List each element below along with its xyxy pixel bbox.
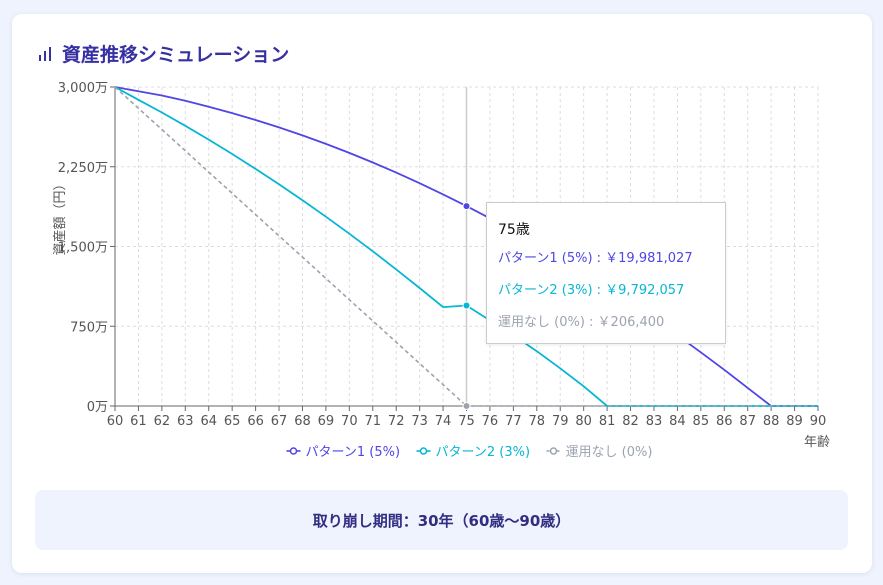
- legend-swatch-marker: [549, 447, 558, 455]
- x-tick-label: 66: [247, 414, 264, 429]
- x-tick-label: 80: [575, 414, 592, 429]
- legend-item-label: パターン1 (5%): [306, 445, 401, 460]
- x-tick-label: 79: [552, 414, 569, 429]
- withdrawal-period-summary: 取り崩し期間：30年（60歳〜90歳）: [35, 490, 848, 550]
- legend-swatch-marker: [289, 447, 298, 455]
- x-tick-label: 62: [154, 414, 171, 429]
- tooltip-title: 75歳: [498, 222, 530, 238]
- x-tick-label: 84: [669, 414, 686, 429]
- tooltip-row-pattern1: パターン1 (5%) : ￥19,981,027: [498, 251, 693, 266]
- x-tick-label: 65: [224, 414, 241, 429]
- series-line-3: [114, 86, 818, 407]
- x-tick-label: 64: [200, 414, 217, 429]
- x-tick-label: 77: [505, 414, 522, 429]
- x-tick-label: 71: [364, 414, 381, 429]
- x-tick-label: 88: [763, 414, 780, 429]
- legend-item-label: パターン2 (3%): [436, 445, 531, 460]
- y-axis-title: 資産額（円）: [52, 177, 68, 255]
- x-tick-label: 85: [693, 414, 710, 429]
- x-tick-label: 83: [646, 414, 663, 429]
- x-tick-label: 89: [786, 414, 803, 429]
- y-tick-label: 0万: [87, 400, 108, 415]
- x-tick-label: 87: [739, 414, 756, 429]
- x-tick-label: 72: [388, 414, 405, 429]
- legend-swatch-marker: [419, 447, 428, 455]
- chart-card: 資産推移シミュレーション 0万 750万 1,500万 2,250万 3,000万 60 6…: [12, 14, 872, 573]
- tooltip-row-no-investment: 運用なし (0%) : ￥206,400: [498, 315, 665, 330]
- x-tick-label: 81: [599, 414, 616, 429]
- x-tick-label: 73: [411, 414, 428, 429]
- x-tick-label: 63: [177, 414, 194, 429]
- x-tick-label: 86: [716, 414, 733, 429]
- card-title: 資産推移シミュレーション: [38, 40, 289, 67]
- y-tick-label: 3,000万: [58, 81, 108, 96]
- y-tick-label: 750万: [70, 320, 108, 335]
- x-tick-label: 76: [482, 414, 499, 429]
- x-tick-label: 78: [529, 414, 546, 429]
- x-tick-label: 74: [435, 414, 452, 429]
- x-tick-label: 82: [622, 414, 639, 429]
- x-tick-label: 68: [294, 414, 311, 429]
- x-tick-label: 75: [458, 414, 475, 429]
- x-axis-title: 年齢: [804, 435, 830, 450]
- x-tick-label: 60: [107, 414, 124, 429]
- hover-point-2: [462, 301, 471, 310]
- legend-item-label: 運用なし (0%): [566, 445, 653, 460]
- x-tick-label: 70: [341, 414, 358, 429]
- summary-text: 取り崩し期間：30年（60歳〜90歳）: [312, 511, 571, 530]
- chart-tooltip: 75歳 パターン1 (5%) : ￥19,981,027 パターン2 (3%) …: [486, 202, 726, 344]
- y-tick-label: 2,250万: [58, 161, 108, 176]
- x-tick-label: 69: [318, 414, 335, 429]
- hover-point-3: [462, 402, 471, 410]
- y-tick-label: 1,500万: [58, 241, 108, 256]
- page-title: 資産推移シミュレーション: [62, 44, 290, 66]
- hover-point-1: [462, 202, 471, 211]
- tooltip-row-pattern2: パターン2 (3%) : ￥9,792,057: [498, 283, 685, 298]
- asset-chart: 0万 750万 1,500万 2,250万 3,000万 60 61 62 63 64 65 66 67…: [52, 81, 830, 460]
- bar-chart-icon: [38, 46, 52, 61]
- x-tick-label: 67: [271, 414, 288, 429]
- x-tick-label: 90: [810, 414, 827, 429]
- x-tick-label: 61: [130, 414, 147, 429]
